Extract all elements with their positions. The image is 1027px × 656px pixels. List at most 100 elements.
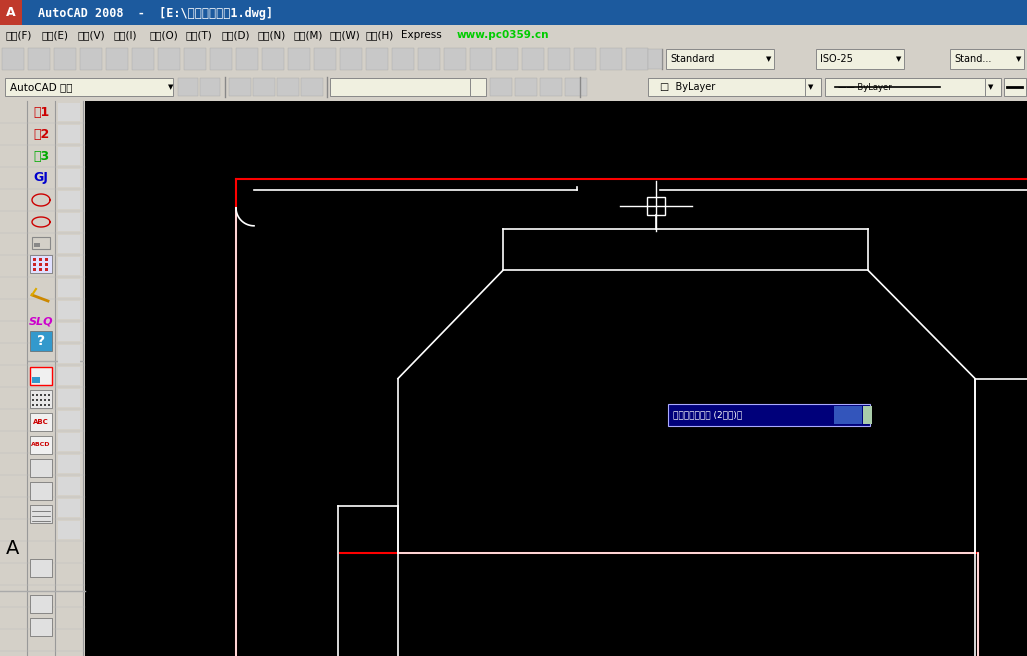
Text: 工具(T): 工具(T)	[185, 30, 212, 40]
Bar	[30, 436, 52, 454]
Text: 帮助(H): 帮助(H)	[365, 30, 393, 40]
Bar	[626, 48, 648, 70]
Bar	[277, 78, 299, 96]
Text: ▼: ▼	[1016, 56, 1022, 62]
Bar	[366, 48, 388, 70]
Bar	[30, 595, 52, 613]
Text: ?: ?	[37, 334, 45, 348]
Text: ▼: ▼	[766, 56, 771, 62]
Bar	[985, 78, 1001, 96]
Bar	[80, 48, 102, 70]
Bar	[58, 279, 80, 297]
Bar	[540, 78, 562, 96]
Text: 库3: 库3	[33, 150, 49, 163]
Bar	[40, 404, 42, 406]
Bar	[58, 499, 80, 517]
Bar	[58, 477, 80, 495]
Bar	[58, 147, 80, 165]
Bar	[0, 25, 1027, 45]
Text: ISO-25: ISO-25	[820, 54, 852, 64]
Bar	[40, 394, 42, 396]
Bar	[32, 237, 50, 249]
Bar	[30, 482, 52, 500]
Text: —— ByLayer: —— ByLayer	[838, 83, 891, 91]
Bar	[30, 559, 52, 577]
Text: AutoCAD 2008  -  [E:\自动拼版演示1.dwg]: AutoCAD 2008 - [E:\自动拼版演示1.dwg]	[38, 7, 273, 20]
Bar	[106, 48, 128, 70]
Bar	[648, 49, 662, 69]
Bar	[30, 618, 52, 636]
Bar	[58, 191, 80, 209]
Bar	[825, 78, 985, 96]
Bar	[45, 258, 48, 261]
Bar	[58, 103, 80, 121]
Bar	[330, 78, 470, 96]
Bar	[236, 48, 258, 70]
Text: 插入(I): 插入(I)	[113, 30, 137, 40]
Bar	[58, 125, 80, 143]
Bar	[39, 258, 42, 261]
Bar	[30, 459, 52, 477]
Bar	[30, 255, 52, 273]
Bar	[30, 390, 52, 408]
Text: □  ByLayer: □ ByLayer	[660, 82, 715, 92]
Bar	[805, 78, 821, 96]
Text: AutoCAD 经典: AutoCAD 经典	[10, 82, 73, 92]
Bar	[184, 48, 206, 70]
Text: Standard: Standard	[670, 54, 715, 64]
Bar	[44, 394, 46, 396]
Bar	[2, 48, 24, 70]
Text: GJ: GJ	[34, 171, 48, 184]
Bar	[158, 48, 180, 70]
Bar	[32, 404, 34, 406]
Bar	[470, 48, 492, 70]
Bar	[58, 323, 80, 341]
Bar	[253, 78, 275, 96]
Bar	[48, 404, 50, 406]
Bar	[32, 399, 34, 401]
Bar	[48, 399, 50, 401]
Bar	[600, 48, 622, 70]
Bar	[490, 78, 512, 96]
Bar	[36, 399, 38, 401]
Bar	[32, 377, 40, 383]
Bar	[816, 49, 904, 69]
Text: Stand...: Stand...	[954, 54, 991, 64]
Text: ▼: ▼	[988, 84, 993, 90]
Bar	[34, 243, 40, 247]
Text: ▼: ▼	[896, 56, 902, 62]
Text: 视图(V): 视图(V)	[77, 30, 105, 40]
Bar	[229, 78, 251, 96]
Bar	[574, 48, 596, 70]
Text: 绘图(D): 绘图(D)	[221, 30, 250, 40]
Text: ABCD: ABCD	[31, 443, 50, 447]
Bar	[288, 48, 310, 70]
Text: A: A	[6, 5, 15, 18]
Bar	[210, 48, 232, 70]
Bar	[262, 48, 284, 70]
Text: ▼: ▼	[808, 84, 813, 90]
Bar	[340, 48, 362, 70]
Bar	[30, 367, 52, 385]
Bar	[0, 101, 85, 656]
Bar	[58, 521, 80, 539]
Text: 库1: 库1	[33, 106, 49, 119]
Text: 库2: 库2	[33, 127, 49, 140]
Text: 请输入板号后缀 (2位数)：: 请输入板号后缀 (2位数)：	[673, 410, 743, 419]
Text: ABC: ABC	[33, 419, 49, 425]
Bar	[0, 73, 1027, 101]
Bar	[44, 404, 46, 406]
Bar	[496, 48, 518, 70]
Bar	[44, 399, 46, 401]
Text: 文件(F): 文件(F)	[5, 30, 32, 40]
Bar	[54, 48, 76, 70]
Bar	[45, 268, 48, 271]
Bar	[565, 78, 587, 96]
Text: SLQ: SLQ	[29, 316, 53, 326]
Bar	[444, 48, 466, 70]
Bar	[30, 413, 52, 431]
Bar	[648, 78, 808, 96]
Bar	[470, 78, 486, 96]
Text: A: A	[6, 539, 20, 558]
Bar	[58, 455, 80, 473]
